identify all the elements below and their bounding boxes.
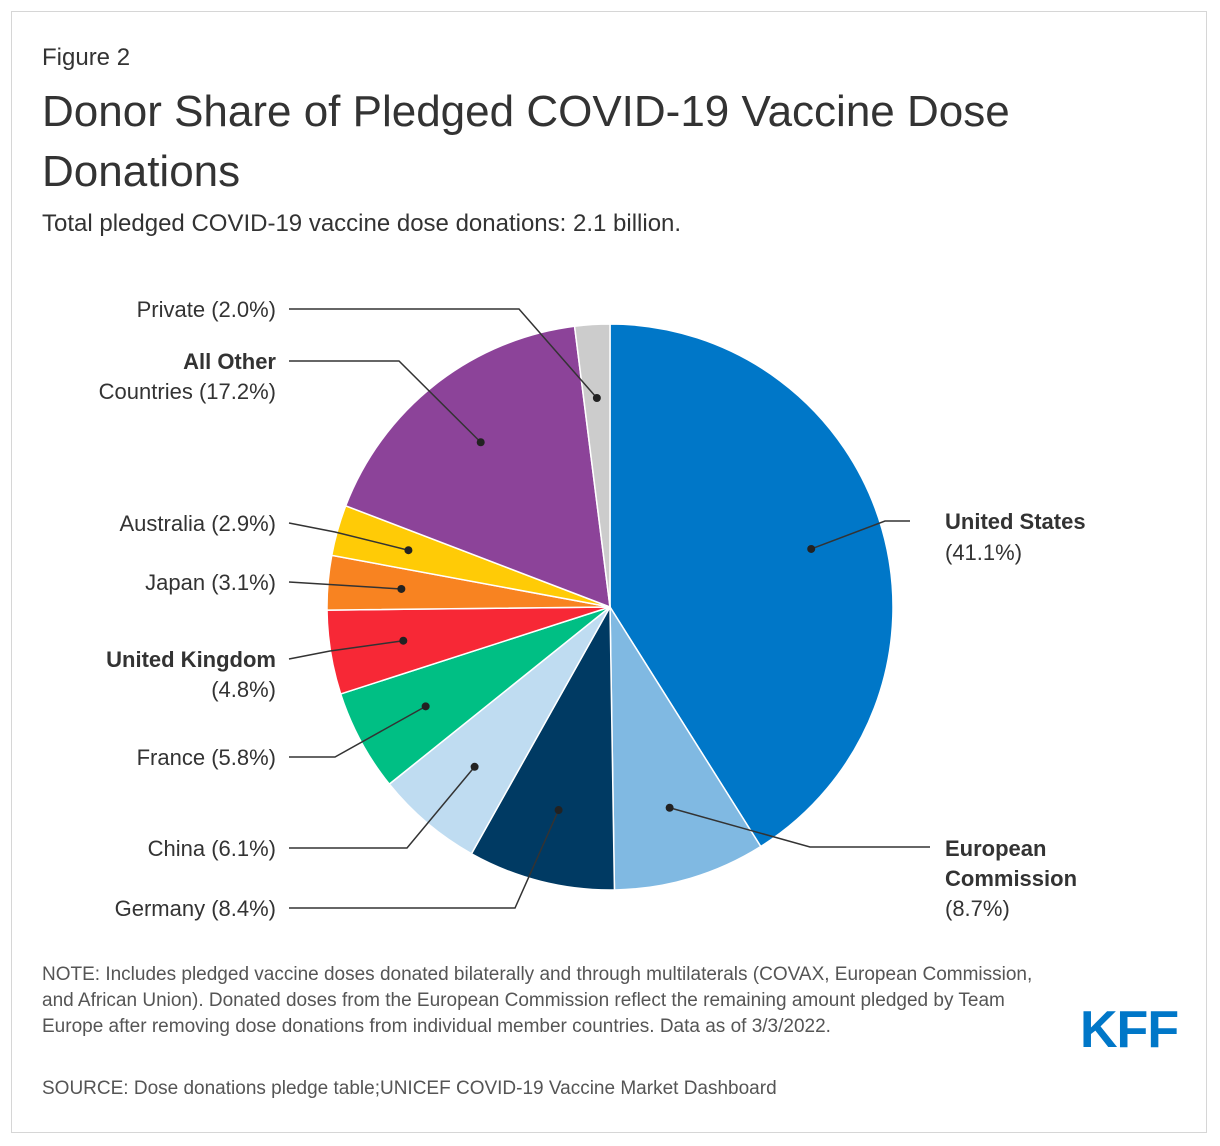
label-other-line1: All Other <box>183 349 276 374</box>
leader-lines <box>288 308 930 909</box>
leader-dot-fr <box>421 702 430 711</box>
label-japan: Japan (3.1%) <box>145 570 276 595</box>
leader-dot-private <box>592 393 601 402</box>
leader-dot-cn <box>470 762 479 771</box>
label-france-pct: (5.8%) <box>211 745 276 770</box>
leader-dots <box>397 393 816 815</box>
label-germany: Germany (8.4%) <box>115 896 276 921</box>
leader-line-cn <box>289 766 476 849</box>
footnote: NOTE: Includes pledged vaccine doses don… <box>42 964 1033 1037</box>
label-us-line2: (41.1%) <box>945 540 1022 565</box>
label-japan-pct: (3.1%) <box>211 570 276 595</box>
leader-dot-jp <box>397 584 406 593</box>
kff-logo: KFF <box>1080 1001 1179 1059</box>
label-australia: Australia (2.9%) <box>119 511 276 536</box>
pie-slice-us <box>609 323 894 848</box>
leader-dot-other <box>476 438 485 447</box>
label-china-pct: (6.1%) <box>211 836 276 861</box>
leader-line-au <box>288 522 409 551</box>
label-private-pct: (2.0%) <box>211 297 276 322</box>
leader-line-fr <box>289 705 427 758</box>
leader-line-de <box>289 809 560 909</box>
source-note: SOURCE: Dose donations pledge table;UNIC… <box>42 1078 777 1099</box>
label-uk-line2: (4.8%) <box>211 677 276 702</box>
label-uk-line1: United Kingdom <box>106 647 276 672</box>
label-china: China (6.1%) <box>148 836 276 861</box>
label-ec-line3: (8.7%) <box>945 896 1010 921</box>
label-us-line1: United States <box>945 509 1086 534</box>
pie-slices <box>326 323 894 891</box>
leader-line-jp <box>288 581 402 590</box>
pie-slice-private <box>573 323 611 608</box>
label-france-name: France <box>137 745 205 770</box>
chart-subtitle: Total pledged COVID-19 vaccine dose dona… <box>42 210 682 237</box>
label-germany-pct: (8.4%) <box>211 896 276 921</box>
leader-dot-us <box>807 544 816 553</box>
label-china-name: China <box>148 836 206 861</box>
label-ec-line2: Commission <box>945 866 1077 891</box>
pie-slice-ec <box>609 604 762 891</box>
pie-slice-other <box>344 325 611 609</box>
label-france: France (5.8%) <box>137 745 276 770</box>
leader-dot-uk <box>399 636 408 645</box>
leader-line-other <box>289 360 482 443</box>
label-other-pct: (17.2%) <box>199 379 276 404</box>
leader-line-us <box>810 520 910 550</box>
leader-line-uk <box>288 639 404 660</box>
label-private-name: Private <box>137 297 205 322</box>
label-japan-name: Japan <box>145 570 205 595</box>
label-private: Private (2.0%) <box>137 297 276 322</box>
label-australia-pct: (2.9%) <box>211 511 276 536</box>
leader-dot-de <box>554 806 563 815</box>
figure-label: Figure 2 <box>42 44 131 71</box>
label-other-countries: Countries <box>99 379 193 404</box>
leader-dot-au <box>404 546 413 555</box>
leader-line-private <box>289 308 598 399</box>
leader-line-ec <box>669 807 930 848</box>
label-ec-line1: European <box>945 836 1046 861</box>
pie-chart: Private (2.0%) All Other Countries (17.2… <box>99 297 1086 921</box>
chart-title: Donor Share of Pledged COVID-19 Vaccine … <box>42 87 1010 196</box>
leader-dot-ec <box>665 803 674 812</box>
pie-slice-de <box>470 604 616 891</box>
label-australia-name: Australia <box>119 511 205 536</box>
label-other-line2: Countries (17.2%) <box>99 379 276 404</box>
label-germany-name: Germany <box>115 896 205 921</box>
